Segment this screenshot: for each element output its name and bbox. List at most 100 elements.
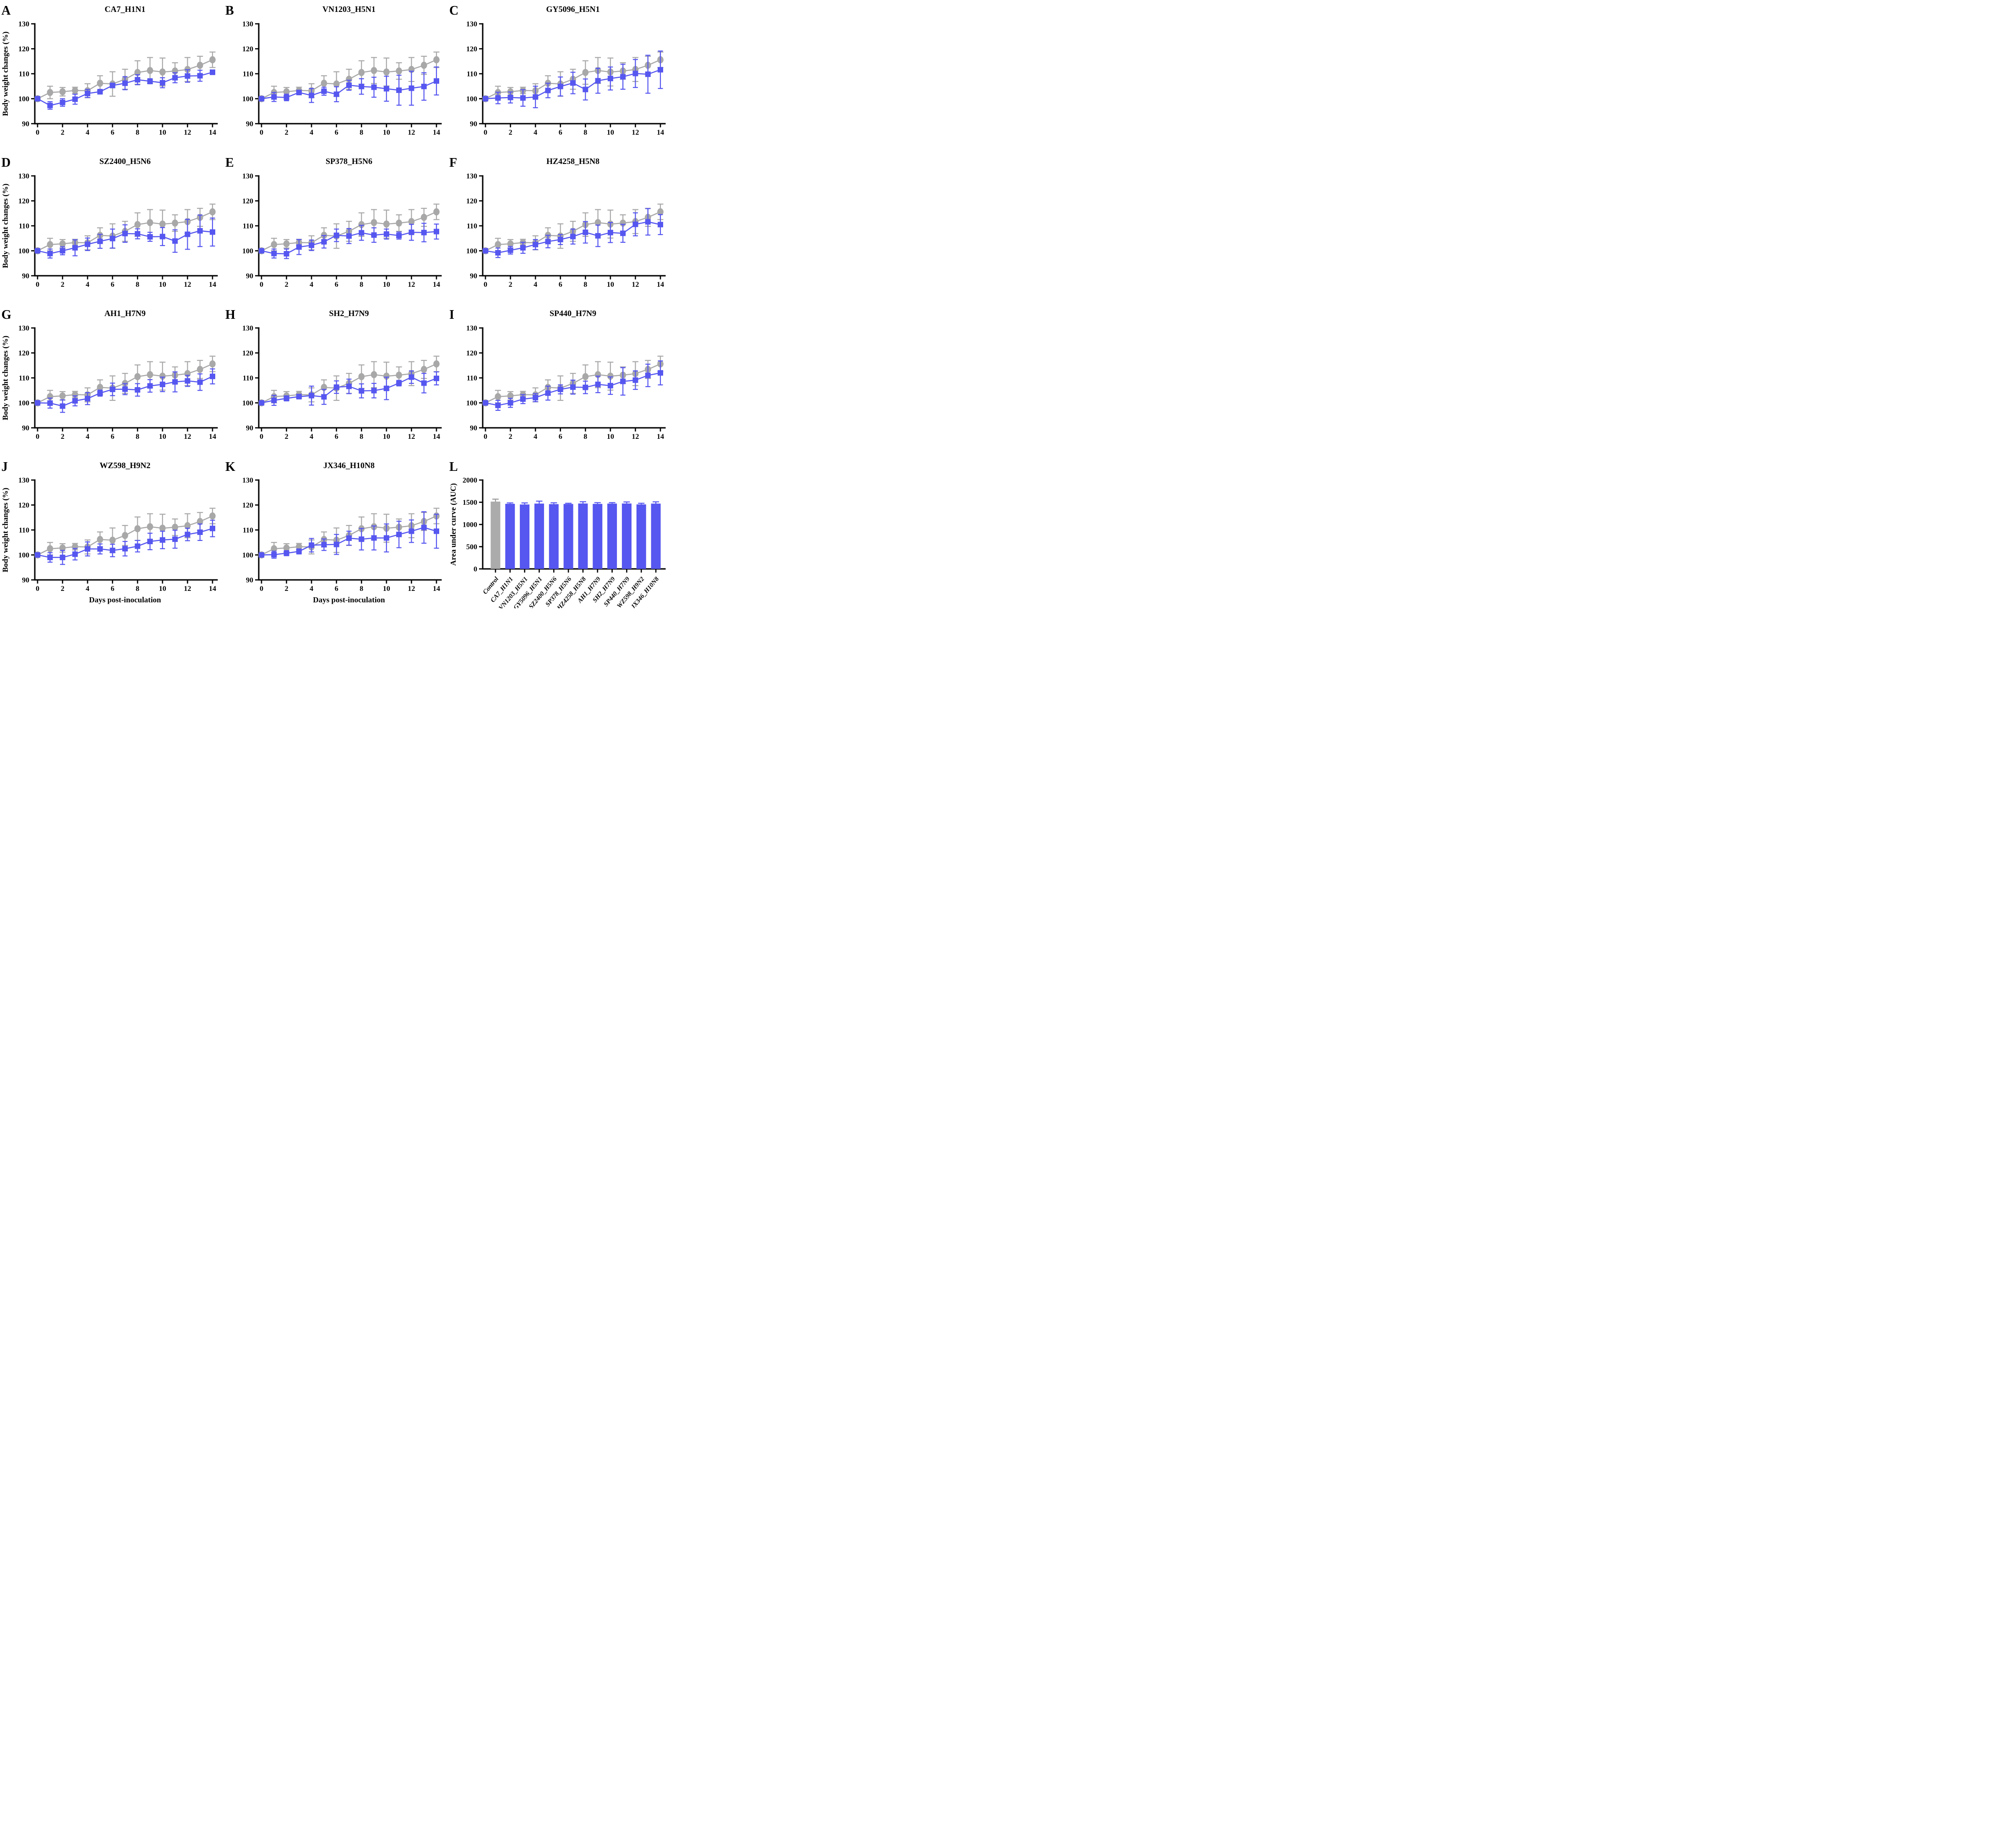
- bar-error: [536, 500, 543, 504]
- x-tick-label: 0: [484, 129, 487, 136]
- bar-error: [638, 502, 645, 505]
- circle-marker: [346, 76, 352, 83]
- square-marker: [409, 528, 414, 534]
- circle-marker: [147, 219, 153, 226]
- x-tick-label: 0: [36, 585, 39, 593]
- square-marker: [172, 379, 178, 385]
- x-tick-label: 8: [583, 281, 587, 289]
- square-marker: [72, 245, 78, 251]
- y-tick-label: 130: [466, 21, 477, 28]
- x-tick-label: 10: [383, 129, 390, 136]
- bar-error: [492, 498, 499, 502]
- x-tick-label: 10: [607, 281, 614, 289]
- square-marker: [495, 95, 501, 101]
- circle-marker: [383, 372, 390, 380]
- square-marker: [259, 96, 264, 102]
- square-marker: [185, 73, 191, 79]
- circle-marker: [396, 219, 402, 227]
- square-marker: [333, 232, 339, 238]
- series-blue_squares: [483, 208, 663, 258]
- square-marker: [159, 234, 165, 240]
- square-marker: [359, 536, 365, 542]
- y-tick-label: 130: [18, 173, 29, 180]
- x-tick-label: 0: [484, 433, 487, 441]
- panel-letter: H: [225, 308, 235, 322]
- y-tick-label: 500: [466, 543, 477, 551]
- x-tick-label: 14: [209, 281, 216, 289]
- circle-marker: [408, 218, 415, 225]
- square-marker: [632, 377, 638, 383]
- square-marker: [296, 393, 302, 399]
- y-tick-label: 100: [18, 95, 29, 103]
- circle-marker: [582, 69, 589, 76]
- circle-marker: [72, 87, 78, 94]
- bar-error: [623, 501, 630, 504]
- square-marker: [409, 85, 414, 91]
- bar-error: [565, 502, 572, 504]
- circle-marker: [396, 371, 402, 379]
- panel-title: SH2_H7N9: [329, 309, 369, 318]
- x-tick-label: 0: [36, 281, 39, 289]
- panel-J: J 90 100 110 120 130 Body weight changes (%) WZ…: [0, 456, 224, 608]
- x-tick-label: 4: [310, 129, 313, 136]
- circle-marker: [159, 524, 166, 532]
- x-axis-label: Days post-inoculation: [89, 595, 161, 604]
- y-axis: 0 500 1000 1500 2000: [463, 477, 483, 573]
- bar: [534, 503, 544, 569]
- square-marker: [434, 376, 439, 382]
- y-tick-label: 120: [242, 197, 253, 205]
- circle-marker: [196, 61, 203, 69]
- square-marker: [658, 67, 663, 73]
- circle-marker: [396, 67, 402, 75]
- x-tick-label: 8: [360, 129, 363, 136]
- panel-title: GY5096_H5N1: [546, 5, 600, 14]
- square-marker: [333, 541, 339, 547]
- square-marker: [321, 542, 327, 548]
- series-blue_squares: [35, 368, 215, 413]
- square-marker: [147, 78, 153, 84]
- chart-F: F 90 100 110 120 130 HZ4258_H5N8 0 2 4 6 8 10 12 14: [449, 156, 666, 289]
- chart-L: L 0 500 1000 1500 2000 Area under curve (AUC) C…: [449, 460, 666, 608]
- square-marker: [296, 244, 302, 250]
- bar: [607, 503, 617, 569]
- x-tick-label: 10: [159, 433, 166, 441]
- x-tick-label: 14: [433, 585, 440, 593]
- x-tick-label: 6: [111, 433, 114, 441]
- series-blue_squares: [259, 370, 439, 406]
- y-tick-label: 100: [242, 399, 253, 407]
- y-axis: 90 100 110 120 130: [466, 173, 483, 280]
- x-tick-label: 12: [408, 281, 415, 289]
- circle-marker: [172, 524, 178, 531]
- panel-letter: B: [225, 4, 234, 18]
- y-axis: 90 100 110 120 130: [18, 21, 35, 128]
- square-marker: [296, 89, 302, 95]
- circle-marker: [433, 56, 440, 64]
- y-tick-label: 1500: [463, 499, 477, 507]
- y-tick-label: 110: [243, 71, 253, 78]
- y-axis-label: Body weight changes (%): [1, 184, 10, 268]
- square-marker: [658, 370, 663, 376]
- circle-marker: [657, 208, 664, 216]
- circle-marker: [122, 532, 128, 539]
- square-marker: [109, 235, 115, 241]
- bar: [505, 503, 515, 569]
- y-tick-label: 110: [243, 223, 253, 230]
- square-marker: [333, 91, 339, 97]
- square-marker: [520, 95, 526, 101]
- axes: [34, 175, 218, 277]
- square-marker: [371, 388, 377, 393]
- x-tick-label: 2: [509, 433, 512, 441]
- x-tick-label: 4: [534, 433, 537, 441]
- bar-error: [507, 502, 513, 504]
- panel-letter: G: [1, 308, 11, 322]
- y-tick-label: 110: [467, 71, 477, 78]
- square-marker: [85, 91, 91, 97]
- x-tick-label: 0: [260, 281, 263, 289]
- panel-letter: D: [1, 156, 11, 170]
- y-tick-label: 130: [242, 173, 253, 180]
- square-marker: [210, 373, 215, 379]
- square-marker: [421, 380, 427, 386]
- circle-marker: [495, 241, 501, 248]
